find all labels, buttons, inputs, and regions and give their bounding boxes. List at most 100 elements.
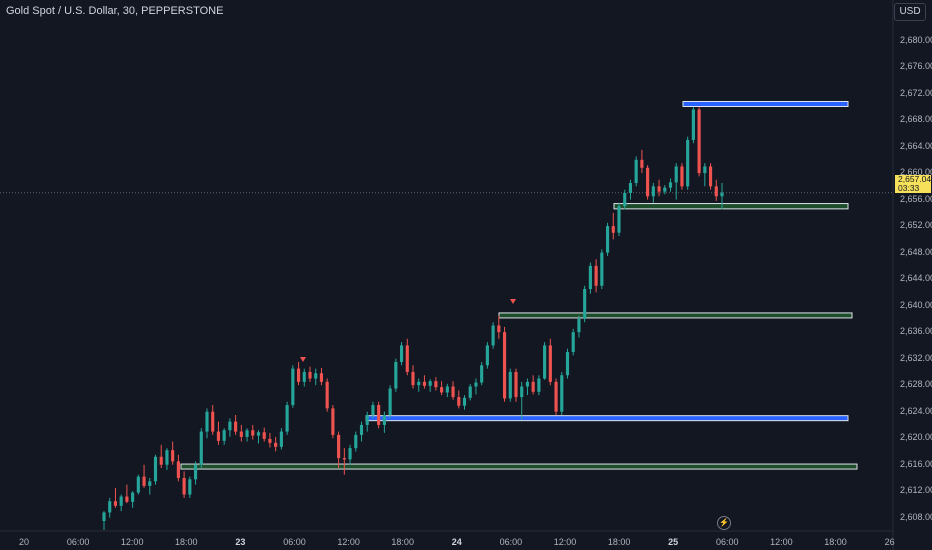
candle-body	[714, 186, 718, 197]
candle-body	[279, 431, 283, 447]
candle	[514, 368, 518, 402]
candle	[554, 378, 558, 416]
candle-body	[188, 479, 192, 495]
candle-body	[119, 496, 123, 506]
candle-body	[159, 456, 163, 465]
candle-body	[193, 464, 198, 480]
candle	[348, 444, 352, 465]
candle	[462, 395, 467, 410]
candle	[136, 474, 140, 495]
candle-body	[171, 450, 175, 462]
candle-body	[474, 382, 478, 387]
candle	[251, 424, 255, 440]
candle-body	[371, 405, 375, 416]
candle	[102, 511, 106, 530]
candle	[571, 328, 575, 356]
candle-body	[445, 386, 449, 393]
candle-body	[434, 381, 438, 388]
candle	[491, 322, 495, 349]
blue-zone[interactable]	[365, 415, 849, 422]
candle-body	[686, 139, 690, 187]
markers-layer	[300, 299, 516, 362]
candle-body	[657, 186, 661, 192]
candle	[411, 365, 415, 389]
candle	[417, 378, 421, 392]
candle	[176, 454, 180, 482]
candle-body	[296, 368, 301, 382]
candle-body	[359, 424, 364, 435]
time-tick-label: 06:00	[283, 537, 306, 547]
green-zone[interactable]	[180, 463, 858, 470]
price-tick-label: 2,676.00	[900, 61, 932, 72]
candle	[537, 375, 541, 396]
candle	[605, 222, 610, 256]
blue-zone[interactable]	[682, 100, 849, 107]
candle	[119, 494, 123, 512]
candle-body	[125, 496, 129, 502]
high-marker	[510, 299, 516, 304]
candle	[525, 378, 530, 396]
candle-body	[451, 386, 455, 398]
candle-body	[697, 109, 701, 174]
candle	[274, 436, 278, 452]
price-tick-label: 2,644.00	[900, 273, 932, 284]
candle-body	[354, 434, 358, 449]
candle-body	[319, 373, 324, 382]
green-zone[interactable]	[498, 312, 853, 319]
candle-body	[302, 371, 306, 382]
candle-body	[314, 373, 318, 379]
candle-body	[663, 187, 667, 192]
candle	[714, 179, 718, 201]
candle-body	[468, 386, 472, 398]
candle	[451, 381, 455, 400]
candle	[388, 385, 392, 419]
time-tick-label: 12:00	[337, 537, 360, 547]
green-zone[interactable]	[613, 203, 849, 210]
candle-body	[411, 371, 415, 386]
candle-body	[497, 325, 501, 333]
price-tick-label: 2,648.00	[900, 246, 932, 257]
time-tick-label: 20	[18, 537, 30, 547]
candle-body	[548, 345, 552, 382]
candle	[308, 366, 312, 382]
candle	[337, 431, 341, 469]
candle-body	[153, 456, 158, 482]
candle-body	[577, 318, 581, 333]
candle	[480, 361, 484, 386]
candle	[153, 454, 158, 485]
currency-button[interactable]: USD	[894, 3, 926, 21]
time-tick-label: 18:00	[607, 537, 631, 547]
candle-body	[480, 365, 484, 383]
candle	[531, 375, 535, 395]
lightning-icon[interactable]: ⚡	[717, 516, 731, 530]
candle	[468, 383, 472, 401]
candle-body	[165, 450, 169, 465]
candle	[131, 491, 135, 508]
candle-body	[148, 481, 152, 486]
candle-body	[583, 289, 587, 319]
time-tick-label: 18:00	[824, 537, 847, 547]
candle	[319, 367, 324, 386]
time-tick-label: 23	[235, 537, 246, 547]
candle-body	[382, 415, 386, 425]
candle-body	[399, 345, 404, 362]
candle-body	[708, 166, 713, 187]
candle-body	[623, 192, 627, 207]
candle	[703, 163, 707, 187]
candle-body	[422, 381, 427, 386]
candle	[428, 379, 432, 392]
candle	[663, 185, 667, 195]
candle-body	[485, 345, 489, 366]
bar-countdown: 03:33	[898, 183, 920, 193]
last-price-tag: 2,657.04 03:33	[895, 175, 931, 193]
candle-body	[308, 371, 312, 379]
candle	[239, 424, 243, 442]
candle	[193, 461, 198, 485]
candle-body	[514, 371, 518, 398]
candle-body	[113, 501, 118, 506]
candle-body	[605, 226, 610, 253]
candle-body	[428, 381, 432, 386]
candle	[325, 378, 329, 412]
candle	[600, 249, 604, 290]
